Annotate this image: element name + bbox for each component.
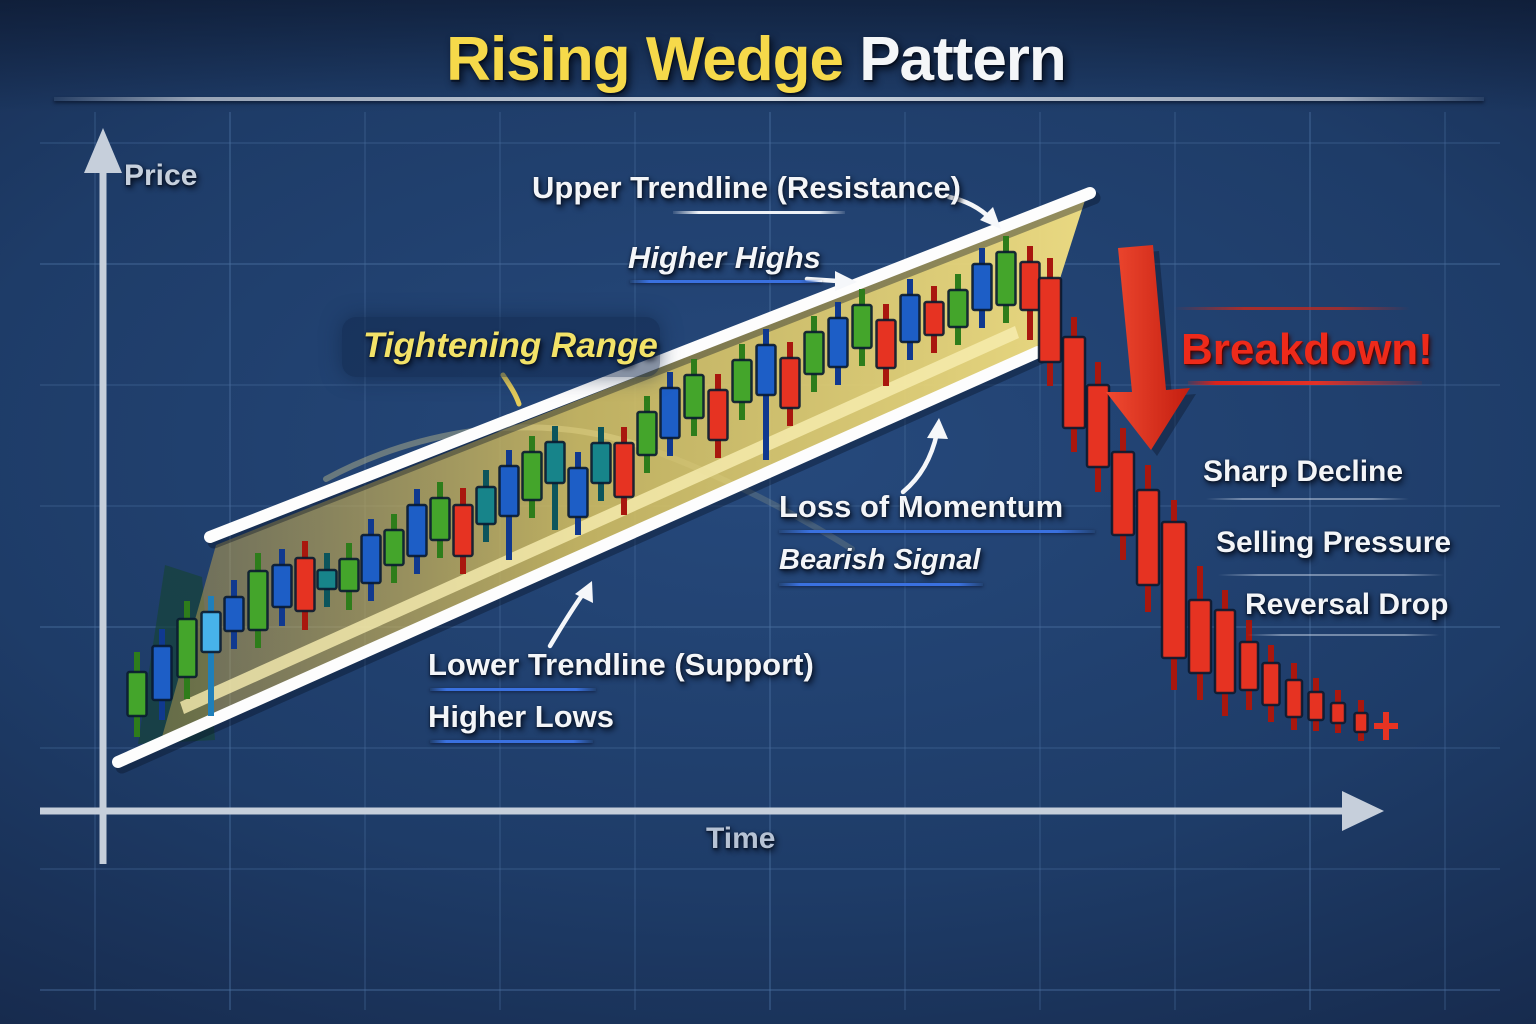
support-arrow-icon — [547, 591, 586, 649]
momentum-arrow-icon — [900, 430, 940, 495]
higher-highs-arrow-icon — [804, 276, 841, 284]
callout-arrows — [500, 194, 1001, 649]
y-axis-arrow-icon — [84, 128, 122, 173]
highlight-arc-lower — [641, 444, 855, 552]
x-axis-arrow-icon — [1342, 791, 1384, 831]
momentum-arrowhead-icon — [927, 418, 948, 439]
tightening-pointer-icon — [500, 372, 522, 407]
higher-highs-arrowhead-icon — [835, 271, 857, 291]
breakdown-arrow-icon — [1106, 245, 1190, 450]
wedge-fill-area — [138, 197, 1086, 744]
resistance-arrowhead-icon — [980, 207, 1001, 229]
axes — [40, 128, 1384, 864]
support-arrowhead-icon — [575, 581, 593, 603]
breakdown-arrow-group — [1106, 245, 1196, 456]
